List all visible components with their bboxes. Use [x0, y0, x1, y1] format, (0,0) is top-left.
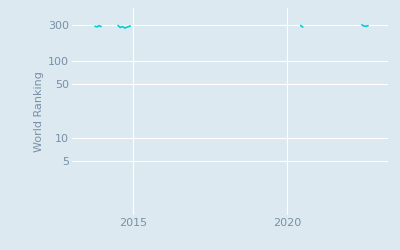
Y-axis label: World Ranking: World Ranking [34, 71, 44, 152]
